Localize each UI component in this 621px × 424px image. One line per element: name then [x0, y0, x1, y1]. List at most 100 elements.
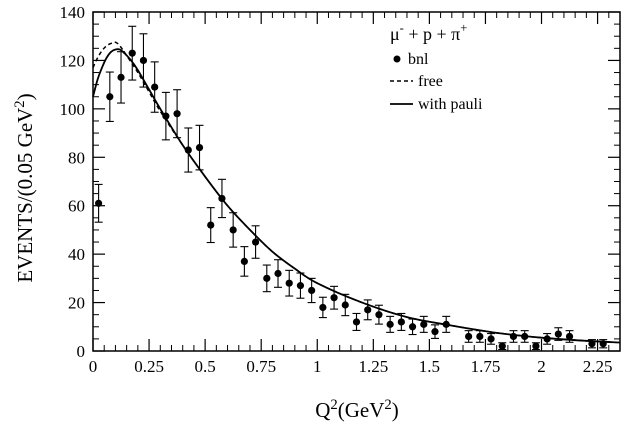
data-point	[139, 33, 148, 88]
point-marker	[364, 306, 372, 314]
data-point	[408, 318, 417, 336]
data-point	[520, 330, 529, 343]
point-marker	[308, 286, 316, 295]
x-axis-title: Q2​(GeV2​)	[315, 397, 399, 422]
point-marker	[509, 332, 518, 341]
point-marker	[341, 301, 349, 309]
data-point	[565, 330, 574, 343]
point-marker	[117, 73, 125, 81]
legend-marker-bnl	[393, 55, 401, 63]
data-point	[274, 259, 283, 288]
point-marker	[162, 112, 170, 120]
point-marker	[565, 332, 574, 341]
x-tick-label: 0	[89, 357, 98, 376]
point-marker	[532, 342, 540, 350]
data-point	[307, 277, 316, 304]
point-marker	[95, 199, 103, 207]
data-point	[487, 333, 496, 345]
x-tick-label: 1.25	[358, 357, 388, 376]
x-tick-label: 0.25	[134, 357, 164, 376]
data-point	[117, 51, 126, 104]
data-point	[296, 272, 305, 299]
point-marker	[599, 340, 607, 348]
point-marker	[442, 320, 450, 328]
point-marker	[397, 318, 405, 326]
x-tick-label: 1.5	[419, 357, 440, 376]
point-marker	[476, 332, 484, 341]
data-point	[419, 315, 428, 333]
x-tick-label: 0.5	[195, 357, 216, 376]
data-point	[442, 315, 451, 333]
x-tick-label: 0.75	[246, 357, 276, 376]
data-point	[374, 304, 383, 325]
data-point	[251, 225, 260, 259]
legend-label-bnl: bnl	[408, 51, 429, 68]
data-point	[341, 293, 350, 317]
point-marker	[240, 257, 248, 266]
data-point	[94, 183, 103, 223]
data-point	[128, 25, 137, 81]
point-marker	[588, 340, 596, 348]
y-tick-label: 60	[68, 197, 85, 216]
data-point	[217, 178, 226, 219]
point-marker	[352, 318, 361, 326]
data-point	[173, 89, 182, 139]
point-marker	[330, 294, 338, 302]
point-marker	[184, 146, 192, 154]
y-tick-label: 100	[60, 100, 86, 119]
data-point	[554, 327, 563, 341]
data-point	[352, 312, 361, 331]
data-point	[587, 339, 596, 349]
data-point	[363, 299, 372, 321]
y-tick-label: 0	[77, 342, 86, 361]
x-tick-label: 1.75	[471, 357, 501, 376]
point-marker	[274, 269, 282, 278]
data-point	[330, 285, 339, 310]
y-tick-label: 120	[60, 51, 86, 70]
model-curves	[92, 41, 621, 344]
point-marker	[151, 83, 159, 91]
data-point	[386, 315, 395, 333]
y-tick-label: 20	[68, 294, 85, 313]
data-point	[531, 342, 540, 351]
data-point	[464, 330, 473, 343]
data-point	[161, 91, 170, 141]
point-marker	[106, 93, 114, 101]
point-marker	[285, 279, 293, 287]
data-point	[397, 312, 406, 331]
point-marker	[554, 330, 562, 338]
point-marker	[173, 110, 181, 118]
legend: μ-​ + p + π+​ bnl free with pauli	[390, 21, 483, 113]
data-points	[94, 25, 608, 351]
point-marker	[420, 320, 428, 328]
series-line-with-pauli	[92, 48, 621, 344]
data-point	[318, 296, 327, 319]
data-point	[240, 246, 249, 277]
data-point	[195, 124, 204, 171]
point-marker	[521, 332, 529, 341]
point-marker	[229, 226, 237, 234]
data-point	[285, 269, 294, 297]
y-axis-title: EVENTS/(0.05 GeV2​)	[12, 93, 37, 282]
point-marker	[465, 332, 473, 341]
y-tick-label: 40	[68, 245, 85, 264]
point-marker	[195, 144, 204, 152]
data-point	[206, 207, 215, 244]
point-marker	[487, 335, 495, 343]
x-tick-label: 2.25	[583, 357, 613, 376]
data-point	[498, 342, 507, 351]
x-tick-label: 1	[313, 357, 322, 376]
point-marker	[218, 194, 226, 203]
point-marker	[543, 335, 551, 343]
point-marker	[207, 221, 215, 229]
data-point	[543, 333, 552, 345]
axis-ticks	[92, 11, 621, 352]
legend-label-free: free	[418, 73, 443, 90]
data-point	[509, 330, 518, 343]
data-point	[105, 71, 114, 122]
data-point	[430, 324, 439, 339]
tick-labels: 0 0.25 0.5 0.75 1 1.25 1.5 1.75 2 2.25 0 20 40 60 80 10…	[60, 3, 613, 376]
legend-title: μ-​ + p + π+​	[390, 21, 467, 44]
point-marker	[386, 320, 394, 328]
